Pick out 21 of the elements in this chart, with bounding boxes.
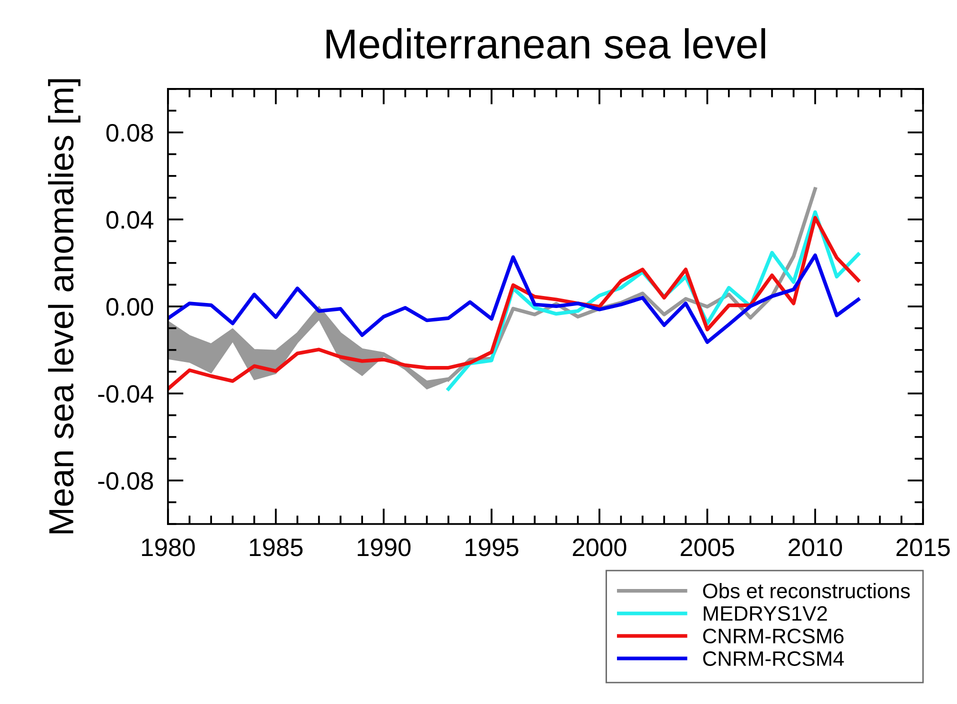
chart-title: Mediterranean sea level xyxy=(326,28,766,59)
legend-label: Obs et reconstructions xyxy=(703,583,910,598)
y-tick-label: -0.04 xyxy=(98,385,154,403)
x-tick-label: 2015 xyxy=(896,538,950,556)
x-tick-label: 1995 xyxy=(466,538,518,556)
x-tick-label: 2010 xyxy=(788,538,842,556)
y-axis-title: Mean sea level anomalies [m] xyxy=(48,79,80,534)
x-tick-label: 1990 xyxy=(358,538,411,556)
legend-label: CNRM-RCSM4 xyxy=(703,651,844,666)
legend-label: CNRM-RCSM6 xyxy=(703,628,844,644)
x-tick-label: 1980 xyxy=(142,538,195,556)
x-tick-label: 2005 xyxy=(680,538,734,556)
x-tick-label: 2000 xyxy=(572,538,626,556)
y-tick-label: 0.04 xyxy=(106,211,154,229)
x-tick-label: 1985 xyxy=(250,538,303,556)
y-tick-label: -0.08 xyxy=(98,472,153,490)
line-series xyxy=(168,216,860,391)
y-tick-label: 0.08 xyxy=(106,124,153,142)
legend-label: MEDRYS1V2 xyxy=(704,606,827,621)
line-series xyxy=(168,254,860,344)
y-tick-label: 0.00 xyxy=(106,298,154,316)
